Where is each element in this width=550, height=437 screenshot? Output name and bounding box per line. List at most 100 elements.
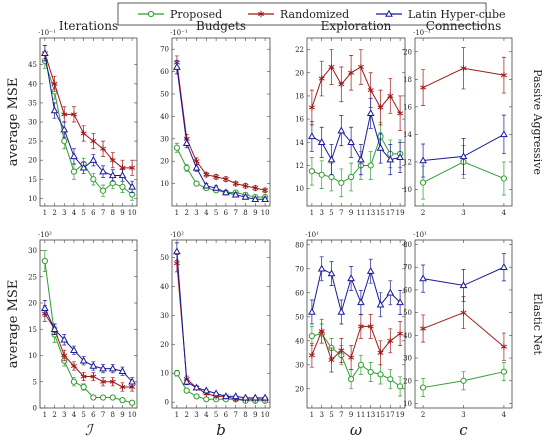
x-tick-label: 11 [356,411,365,419]
x-tick-label: 11 [356,209,365,217]
y-tick-label: 10 [28,195,37,203]
x-tick-label: 3 [319,411,323,419]
marker [173,62,181,70]
marker [60,335,69,343]
x-tick-label: 15 [376,411,385,419]
marker [500,71,507,79]
y-tick-label: 50 [295,313,304,321]
series-line [311,268,401,314]
y-tick-label: 18 [403,76,412,84]
x-tick-label: 2 [184,411,188,419]
marker [222,188,230,196]
marker [348,173,355,181]
marker [328,356,335,364]
marker [109,394,116,401]
x-tick-label: 2 [52,209,56,217]
x-tick-label: 1 [175,411,179,419]
y-tick-label: 18 [295,92,304,100]
y-tick-label: 10 [295,185,304,193]
marker [347,138,355,145]
y-tick-label: 25 [28,138,37,146]
y-tick-label: 35 [28,99,37,107]
marker [193,393,200,400]
x-tick-label: 13 [366,411,375,419]
x-tick-label: 10 [128,411,137,419]
legend-box [117,2,487,26]
marker [99,364,107,372]
x-tick-label: 6 [224,411,229,419]
y-tick-label: 14 [295,139,304,147]
marker [129,399,136,406]
marker [70,152,78,160]
marker [70,111,77,118]
marker [367,368,374,376]
marker [128,377,136,385]
marker [357,63,364,71]
marker [118,171,127,179]
marker [241,192,250,200]
marker [70,346,78,353]
legend-label: Latin Hyper-cube [408,8,506,21]
x-tick-label: 19 [396,209,405,217]
legend-label: Proposed [170,8,222,21]
marker [377,349,384,356]
marker [317,264,326,272]
x-tick-label: 7 [101,411,105,419]
y-tick-label: 40 [403,332,412,340]
marker [173,144,180,151]
marker [119,383,126,391]
marker [377,371,384,378]
y-tick-label: 40 [160,113,169,121]
marker [182,139,191,146]
marker [308,132,316,140]
marker [90,373,97,380]
marker [242,182,249,190]
y-tick-label: 0 [165,399,169,407]
x-tick-label: 9 [253,209,257,217]
y-tick-label: 45 [28,61,37,69]
series-line [176,251,266,399]
marker [396,298,404,306]
x-tick-label: 1 [43,209,47,217]
marker [70,362,77,370]
marker [419,156,427,164]
marker [202,181,211,189]
y-tick-label: 20 [295,385,304,393]
x-tick-label: 3 [62,209,66,217]
marker [90,176,97,183]
y-tick-label: 10 [403,400,412,408]
x-tick-label: 1 [310,411,314,419]
x-tick-label: 1 [175,209,179,217]
x-tick-label: 7 [101,209,105,217]
panel-title: Iterations [59,19,118,33]
marker [212,183,220,191]
marker [397,110,404,117]
marker [41,304,49,311]
marker [419,384,427,391]
x-tick-label: 4 [72,209,77,217]
marker [376,300,385,308]
marker [251,393,260,401]
legend-label: Randomized [280,8,349,21]
x-tick-label: 8 [111,209,115,217]
marker [308,104,315,111]
series-line [176,372,266,402]
x-tick-label: 13 [366,209,375,217]
marker [357,155,365,163]
marker [261,393,269,401]
marker [386,155,395,163]
marker [366,109,375,117]
x-tick-label: 9 [120,209,124,217]
marker [419,179,427,186]
x-tick-label: 5 [329,411,333,419]
right-label: Elastic Net [531,293,544,355]
x-tick-label: 10 [261,411,270,419]
x-tick-label: 4 [72,411,77,419]
marker [109,378,116,385]
y-tick-label: 80 [295,241,304,249]
marker [213,173,220,181]
x-tick-label: 8 [111,411,115,419]
marker [192,163,201,171]
marker [377,104,384,111]
legend-marker [147,10,155,18]
